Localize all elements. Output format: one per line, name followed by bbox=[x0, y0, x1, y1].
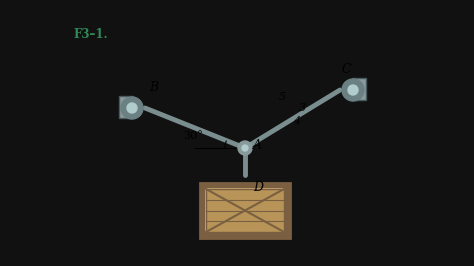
Bar bbox=[200, 183, 205, 238]
Text: F3–1.: F3–1. bbox=[73, 28, 108, 41]
Text: 4: 4 bbox=[293, 116, 301, 126]
Bar bbox=[285, 183, 290, 238]
Circle shape bbox=[348, 85, 358, 95]
Text: The crate has a weight of 550 lb. Determine the
force in each supporting cable.: The crate has a weight of 550 lb. Determ… bbox=[116, 28, 410, 56]
Circle shape bbox=[242, 145, 248, 151]
Circle shape bbox=[238, 141, 252, 155]
Bar bbox=[200, 183, 290, 188]
Text: A: A bbox=[253, 139, 262, 152]
Text: 30°: 30° bbox=[183, 131, 203, 141]
Bar bbox=[200, 233, 290, 238]
Bar bbox=[206, 189, 284, 232]
Text: C: C bbox=[342, 63, 352, 76]
Text: B: B bbox=[149, 81, 158, 94]
Bar bbox=[352, 78, 366, 100]
Text: D: D bbox=[253, 181, 263, 194]
Circle shape bbox=[127, 103, 137, 113]
Text: 3: 3 bbox=[299, 103, 306, 113]
Bar bbox=[200, 183, 290, 238]
Text: 5: 5 bbox=[279, 92, 286, 102]
Circle shape bbox=[121, 97, 143, 119]
Bar bbox=[119, 96, 133, 118]
Circle shape bbox=[342, 79, 364, 101]
